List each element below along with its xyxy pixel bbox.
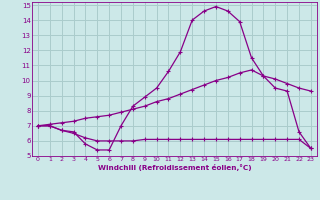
X-axis label: Windchill (Refroidissement éolien,°C): Windchill (Refroidissement éolien,°C): [98, 164, 251, 171]
